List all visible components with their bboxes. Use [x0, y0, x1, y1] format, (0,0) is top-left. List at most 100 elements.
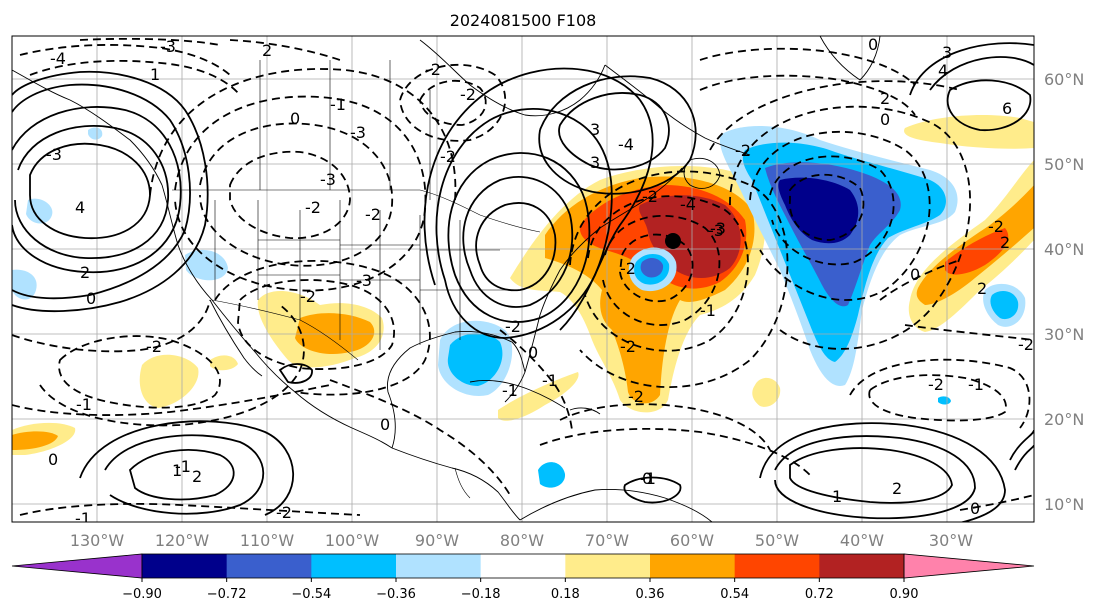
contour-label: 3 — [590, 120, 600, 139]
contour-label: -2 — [146, 337, 162, 356]
colorbar — [11, 553, 1035, 579]
contour-south-atl-low — [868, 374, 1007, 422]
shade-blue-alaska-small — [88, 127, 103, 140]
contour-label: 2 — [1000, 233, 1010, 252]
contour-pacific-high-5 — [12, 70, 209, 313]
contour-label: -1 — [330, 95, 346, 114]
colorbar-segment — [565, 554, 651, 578]
colorbar-tick-label: −0.54 — [291, 587, 331, 602]
colorbar-tick-label: −0.36 — [376, 587, 416, 602]
shade-yellow-mid-atlantic-small — [752, 377, 781, 407]
shade-blue-cutoff-core — [640, 258, 664, 278]
shade-yellow-mexico-west — [139, 354, 199, 408]
contour-west-low-2 — [12, 384, 331, 416]
contour-caribbean-low-2 — [539, 427, 811, 476]
contour-gulf-low-ring — [128, 449, 235, 501]
negative-contours — [12, 37, 1034, 516]
contour-east-high-1 — [946, 79, 1032, 131]
coast-baja — [209, 299, 263, 377]
contour-canada-low-1 — [229, 150, 351, 239]
contour-gulf-low-ring-3 — [79, 420, 295, 516]
contour-label: -2 — [988, 217, 1004, 236]
colorbar-segment — [396, 554, 482, 578]
map-layers: -3 2 1 -4 -2 0 -1 -3 -3 -2 -2 -2 -2 -3 4… — [12, 35, 1034, 522]
contour-gulf-low-ring-2 — [104, 434, 265, 515]
contour-label: 0 — [290, 109, 300, 128]
contour-pacific-high-2 — [14, 125, 169, 259]
contour-label: -1 — [700, 301, 716, 320]
contour-label: 0 — [880, 110, 890, 129]
contour-label: -3 — [46, 145, 62, 164]
contour-labels: -3 2 1 -4 -2 0 -1 -3 -3 -2 -2 -2 -2 -3 4… — [46, 35, 1034, 522]
contour-label: -3 — [160, 37, 176, 56]
political-borders — [172, 60, 541, 499]
contour-label: 4 — [938, 61, 948, 80]
coast-alaska — [12, 69, 163, 186]
contour-label: -2 — [620, 337, 636, 356]
contour-label: -2 — [620, 259, 636, 278]
contour-label: -1 — [640, 469, 656, 488]
coast-hudson — [419, 39, 606, 117]
shade-orange-texas — [295, 313, 375, 355]
contour-label: 4 — [75, 198, 85, 217]
contour-ne-us-ridge-3 — [447, 152, 591, 323]
contour-hudson-low-1 — [419, 79, 487, 126]
longitude-labels: 130°W 120°W 110°W 100°W 90°W 80°W 70°W 6… — [70, 531, 973, 550]
contour-label: -3 — [710, 219, 726, 238]
shade-cyan-gulf — [447, 333, 503, 386]
contour-south-high-2 — [774, 435, 976, 520]
contour-south-high-1 — [789, 447, 953, 504]
contour-label: 2 — [80, 263, 90, 282]
colorbar-segment — [650, 554, 736, 578]
colorbar-extend-high — [903, 553, 1035, 579]
contour-label: -3 — [356, 271, 372, 290]
contour-label: -3 — [708, 221, 724, 240]
contour-label: 2 — [262, 41, 272, 60]
shade-yellow-caribbean — [498, 372, 579, 421]
contour-label: -2 — [642, 187, 658, 206]
contour-label: -2 — [440, 147, 456, 166]
contour-cutoff-1 — [619, 233, 694, 303]
coast-newfoundland — [683, 157, 721, 189]
shade-red-east-band — [945, 228, 1009, 275]
lon-label: 80°W — [500, 531, 544, 550]
lat-label: 40°N — [1044, 240, 1084, 259]
contour-south-atl-low-2 — [849, 358, 1031, 429]
contour-central-atl-low-2 — [769, 155, 895, 266]
lat-label: 10°N — [1044, 495, 1084, 514]
contour-label: -2 — [735, 141, 751, 160]
shade-cyan-east-small — [990, 290, 1019, 320]
contour-label: 3 — [590, 153, 600, 172]
contour-label: 0 — [868, 35, 878, 54]
contour-canada-low-3 — [174, 95, 427, 292]
contour-east-high-3 — [909, 42, 1034, 96]
contour-label: 0 — [910, 265, 920, 284]
lat-label: 50°N — [1044, 155, 1084, 174]
colorbar-tick-label: −0.90 — [122, 587, 162, 602]
storm-center-marker — [665, 233, 681, 249]
contour-pacific-high-3 — [12, 106, 182, 274]
lat-label: 20°N — [1044, 410, 1084, 429]
contour-label: 1 — [832, 487, 842, 506]
contour-label: -3 — [350, 123, 366, 142]
map-frame — [11, 35, 1035, 523]
contour-ne-us-ridge-2 — [462, 176, 574, 308]
colorbar-segment — [226, 554, 312, 578]
colorbar-tick-label: 0.72 — [805, 587, 834, 602]
lat-label: 30°N — [1044, 325, 1084, 344]
contour-pacific-high-1 — [29, 142, 151, 239]
shade-blue-pacific — [26, 198, 53, 224]
contour-labrador-high-1 — [558, 92, 670, 171]
contour-south-caribbean — [623, 476, 682, 504]
contour-label: 0 — [86, 289, 96, 308]
contour-label: 0 — [970, 499, 980, 518]
colorbar-segment — [819, 554, 905, 578]
colorbar-extend-low — [11, 553, 143, 579]
colorbar-segment — [142, 554, 228, 578]
colorbar-tick-label: 0.36 — [636, 587, 665, 602]
positive-contours — [12, 42, 1034, 522]
map-title: 2024081500 F108 — [450, 11, 597, 30]
lat-label: 60°N — [1044, 70, 1084, 89]
shade-blue-tiny-east — [938, 396, 951, 405]
colorbar-tick-label: −0.18 — [461, 587, 501, 602]
